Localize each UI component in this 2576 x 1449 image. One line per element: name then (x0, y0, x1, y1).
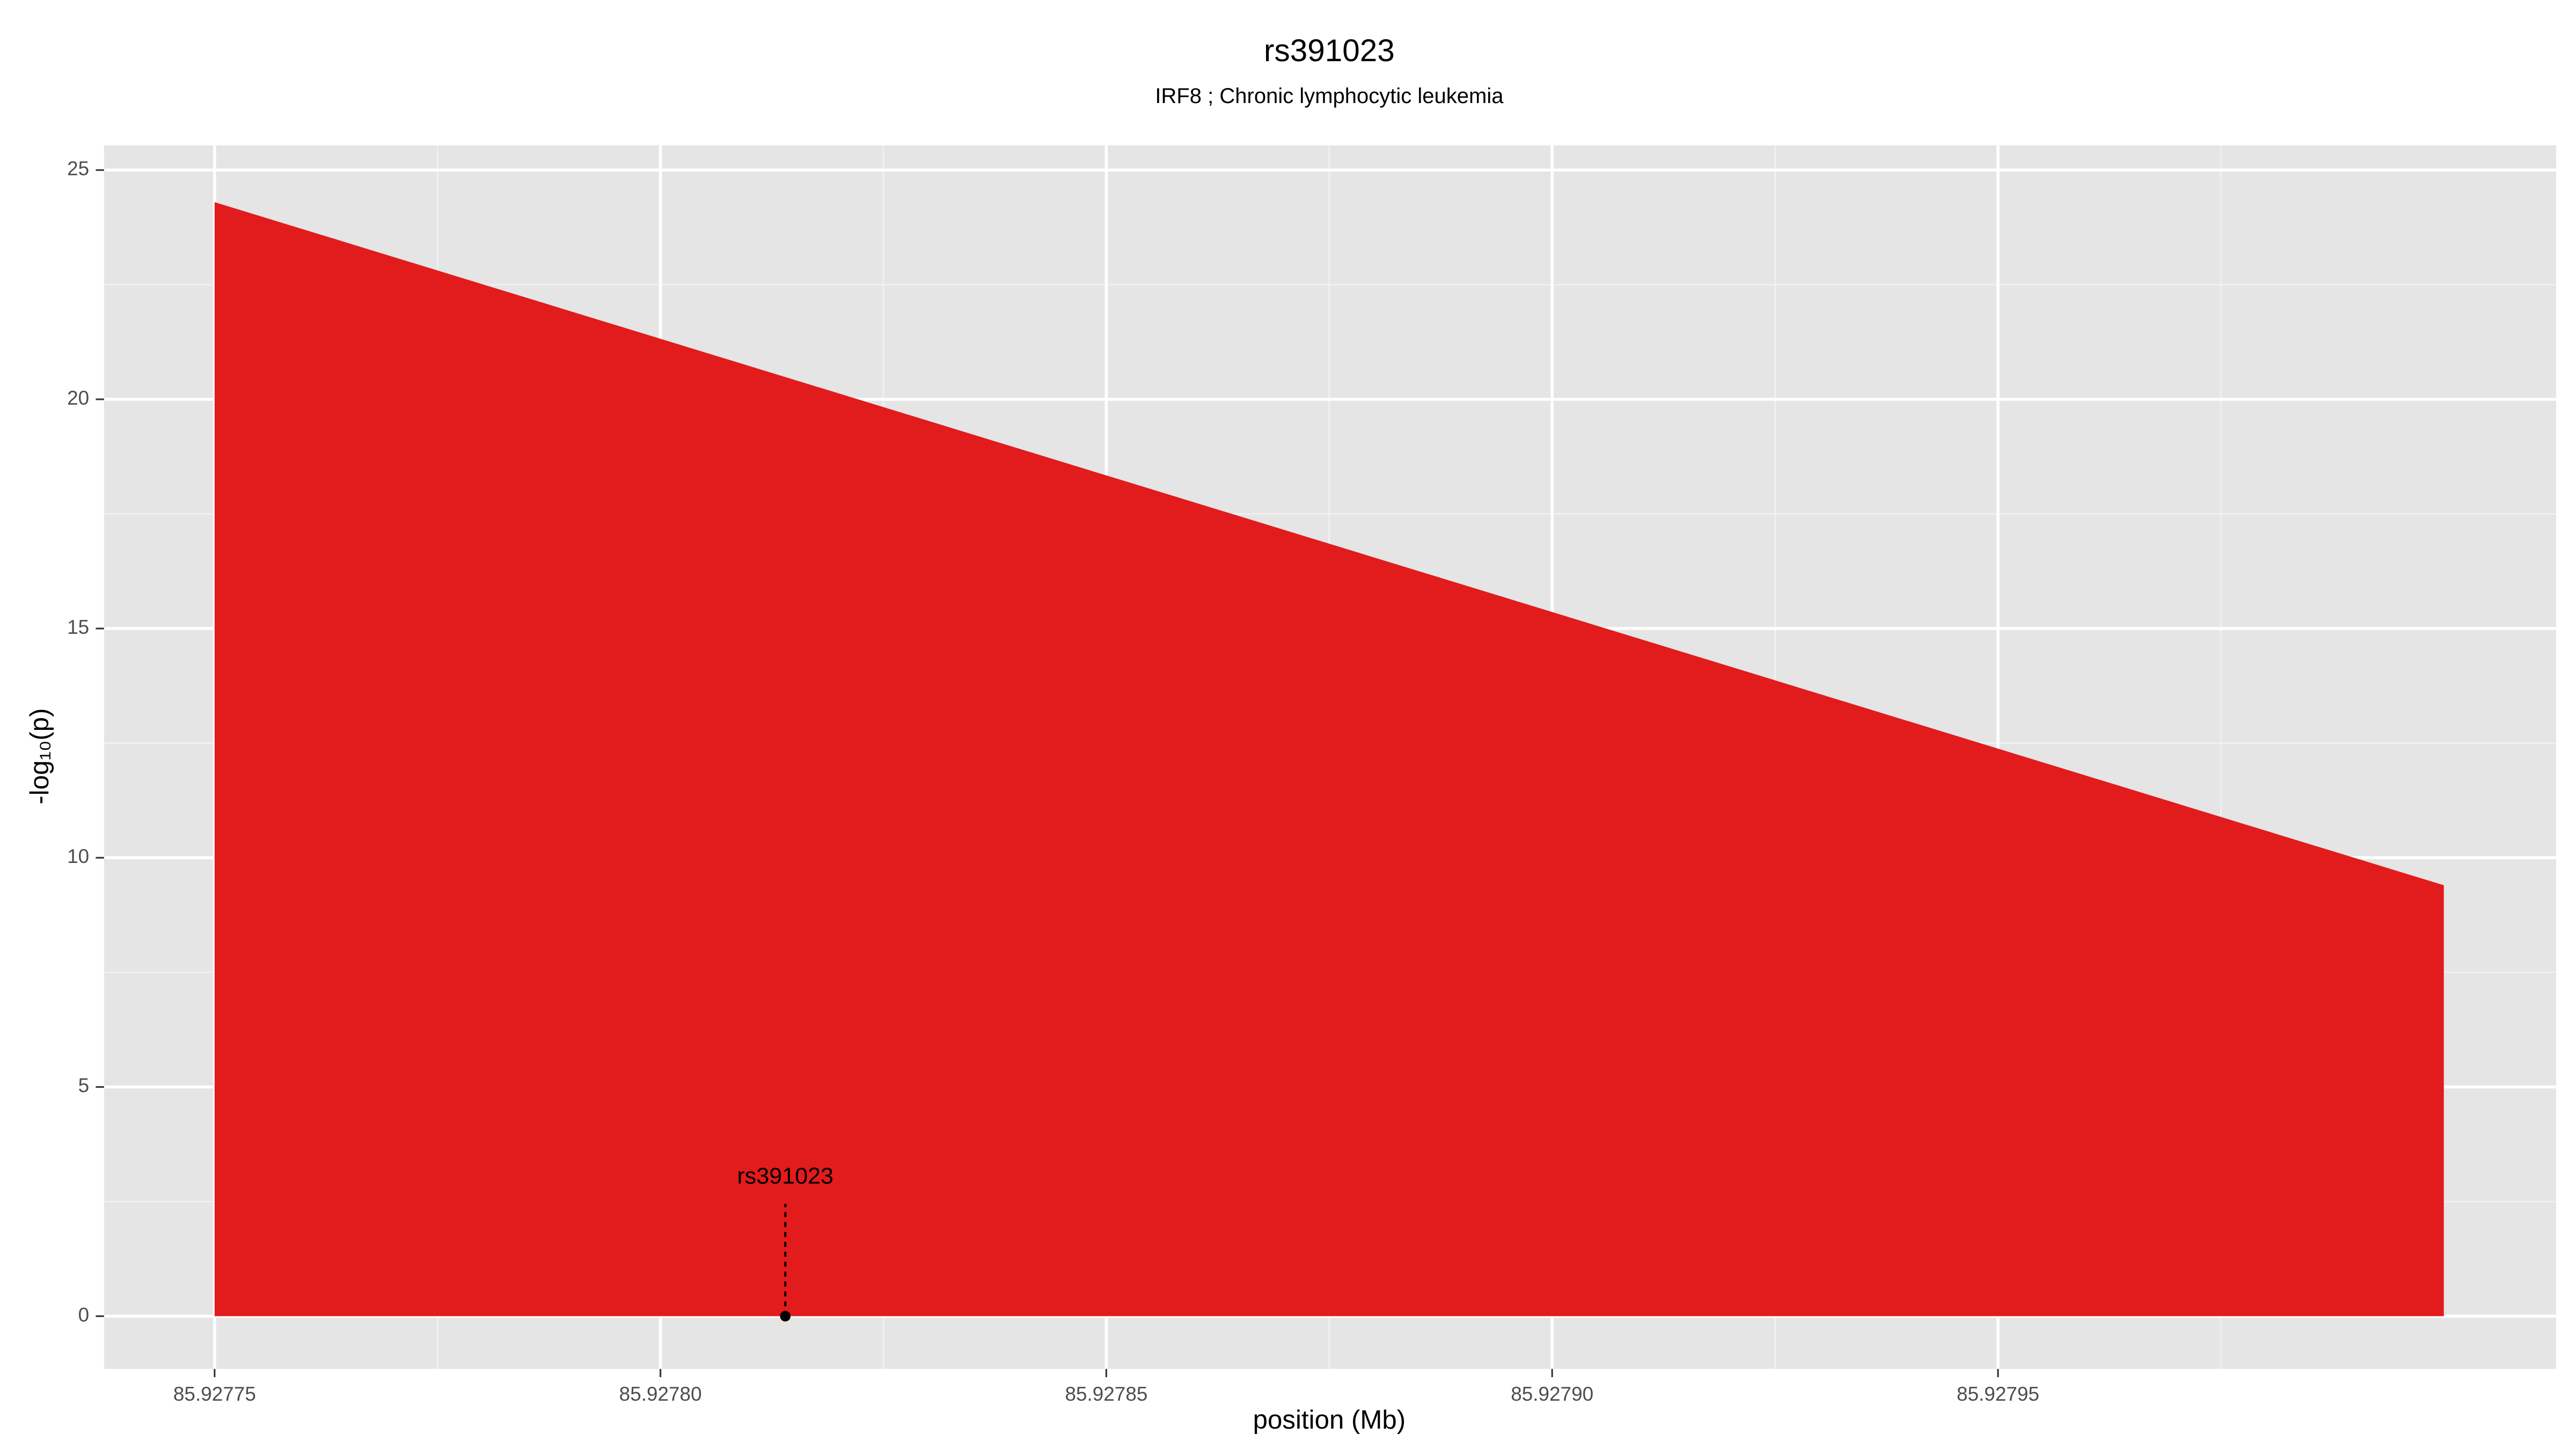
y-tick-label: 25 (67, 158, 89, 180)
y-axis-label: -log₁₀(p) (25, 708, 54, 804)
x-tick-label: 85.92780 (619, 1383, 702, 1405)
x-tick-label: 85.92785 (1065, 1383, 1147, 1405)
y-tick-label: 20 (67, 387, 89, 409)
y-tick-label: 5 (78, 1074, 90, 1096)
chart-subtitle: IRF8 ; Chronic lymphocytic leukemia (1155, 84, 1504, 108)
annotation-point (780, 1311, 791, 1322)
annotation-label: rs391023 (737, 1163, 833, 1189)
area (214, 202, 2444, 1316)
x-tick-label: 85.92790 (1511, 1383, 1593, 1405)
y-tick-label: 10 (67, 845, 89, 867)
chart-title: rs391023 (1264, 33, 1395, 68)
x-tick-label: 85.92775 (173, 1383, 256, 1405)
y-tick-label: 0 (78, 1304, 90, 1326)
x-tick-label: 85.92795 (1957, 1383, 2039, 1405)
y-tick-label: 15 (67, 616, 89, 638)
x-axis-label: position (Mb) (1253, 1405, 1406, 1435)
